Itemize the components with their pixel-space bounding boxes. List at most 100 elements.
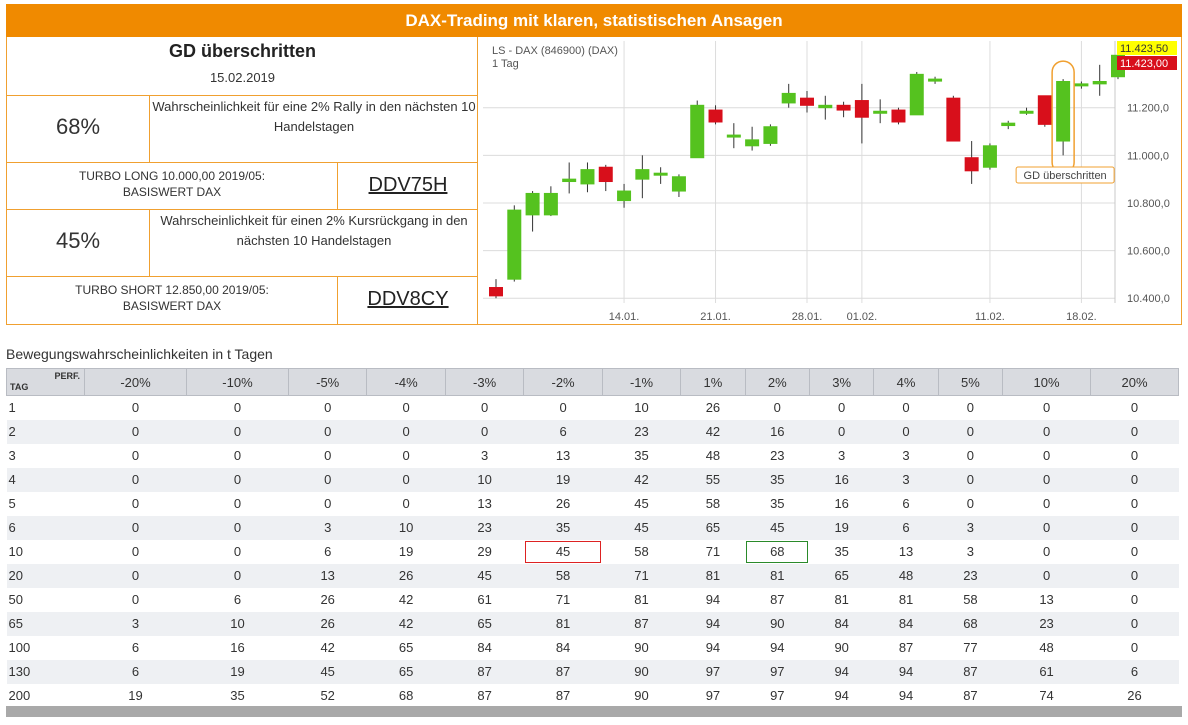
chart-title: LS - DAX (846900) (DAX) [492, 45, 618, 57]
short-product-row: TURBO SHORT 12.850,00 2019/05: BASISWERT… [7, 277, 478, 324]
probability-cell: 0 [402, 400, 410, 416]
probability-cell: 0 [84, 515, 187, 540]
table-row: 65 3 10 26 42 65 81 87 94 90 84 84 68 23 0 [6, 611, 1179, 636]
probability-cell: 0 [324, 496, 332, 511]
probability-cell: 16 [834, 496, 849, 511]
probability-cell: 26 [320, 592, 335, 607]
probability-cell: 0 [402, 496, 410, 511]
short-turbo-name: TURBO SHORT 12.850,00 2019/05: [75, 283, 269, 297]
column-header: 4% [873, 368, 939, 396]
table-header-row: PERF. TAG -20% -10% -5% -4% -3% -2% -1% 1% 2% 3% 4… [6, 368, 1179, 396]
probability-cell: 48 [873, 563, 939, 588]
candle-up [982, 145, 997, 168]
column-header: 2% [744, 368, 810, 396]
probability-cell: 10 [366, 515, 446, 540]
y-tick-label: 10.600,0 [1127, 246, 1170, 258]
probability-cell: 87 [963, 688, 978, 703]
dax-candlestick-chart: 11.200,0 11.000,0 10.800,0 10.600,0 10.400,0… [479, 37, 1182, 324]
probability-cell: 0 [131, 400, 140, 416]
short-probability-row: 45% Wahrscheinlichkeit für einen 2% Kurs… [7, 210, 478, 277]
long-underlying: BASISWERT DAX [122, 185, 222, 199]
short-underlying: BASISWERT DAX [122, 299, 222, 313]
x-tick-label: 14.01. [609, 311, 640, 323]
probability-cell: 10 [445, 467, 524, 492]
candle-up [726, 134, 741, 138]
signal-header: GD überschritten 15.02.2019 [7, 37, 478, 96]
probability-cell: 0 [1090, 467, 1179, 492]
long-probability-text: Wahrscheinlichkeit für eine 2% Rally in … [152, 99, 476, 134]
probability-cell: 13 [1039, 592, 1054, 607]
day-cell: 130 [6, 659, 85, 684]
probability-cell: 6 [873, 515, 939, 540]
probability-cell: 0 [1090, 563, 1179, 588]
probability-cell: 71 [555, 592, 571, 607]
probability-cell: 45 [288, 659, 367, 684]
horizontal-scrollbar[interactable] [6, 706, 1182, 717]
candle-up [781, 92, 796, 104]
probability-cell: 90 [634, 688, 649, 703]
long-turbo-name: TURBO LONG 10.000,00 2019/05: [78, 169, 266, 183]
candle-up [635, 169, 650, 180]
long-wkn-link[interactable]: DDV75H [368, 174, 448, 196]
short-probability-text: Wahrscheinlichkeit für einen 2% Kursrück… [160, 213, 468, 248]
probability-cell: 0 [1042, 496, 1051, 511]
probability-cell: 94 [705, 640, 721, 655]
day-cell: 6 [6, 515, 85, 540]
probability-cell: 81 [634, 592, 649, 607]
probability-cell: 87 [555, 688, 571, 703]
candle-down [964, 157, 979, 172]
candle-up [543, 192, 558, 216]
candle-up [873, 110, 888, 114]
candle-up [507, 209, 522, 280]
probability-cell: 10 [634, 400, 649, 416]
candle-up [1074, 83, 1089, 87]
probability-cell: 74 [1039, 688, 1054, 703]
table-title: Bewegungswahrscheinlichkeiten in t Tagen [6, 346, 273, 362]
short-probability: 45% [55, 228, 101, 253]
table-row: 1 0 0 0 0 0 0 10 26 0 0 0 0 0 0 [7, 396, 1179, 420]
probability-cell: 68 [938, 611, 1003, 636]
probability-cell: 0 [288, 419, 367, 444]
column-header: 3% [808, 368, 875, 396]
candle-down [946, 97, 961, 142]
probability-cell: 19 [809, 515, 874, 540]
probability-cell: 42 [398, 592, 414, 607]
probability-cell: 23 [602, 419, 681, 444]
y-tick-label: 10.400,0 [1127, 293, 1170, 305]
probability-cell: 68 [398, 688, 414, 703]
probability-cell: 90 [745, 611, 810, 636]
y-tick-label: 11.200,0 [1127, 103, 1169, 115]
probability-cell: 0 [131, 592, 140, 607]
annotation-box [1015, 166, 1115, 184]
last-close-label: 11.423,00 [1120, 58, 1168, 70]
probability-cell: 0 [84, 467, 187, 492]
highlighted-cell: 45 [524, 540, 602, 564]
y-tick-label: 10.800,0 [1127, 198, 1170, 210]
short-wkn-link[interactable]: DDV8CY [367, 288, 449, 310]
candle-up [928, 78, 943, 82]
probability-cell: 0 [1042, 400, 1051, 416]
probability-cell: 81 [680, 563, 746, 588]
probability-cell: 6 [902, 496, 910, 511]
probability-cell: 87 [602, 611, 681, 636]
probability-cell: 3 [84, 611, 187, 636]
signal-title: GD überschritten [168, 41, 317, 61]
probability-cell: 0 [366, 467, 446, 492]
probability-cell: 0 [1090, 611, 1179, 636]
probability-cell: 0 [873, 419, 939, 444]
tag-label: TAG [10, 382, 29, 392]
probability-cell: 97 [745, 659, 810, 684]
probability-cell: 23 [938, 563, 1003, 588]
probability-cell: 58 [963, 592, 978, 607]
probability-cell: 0 [402, 448, 410, 463]
probability-cell: 42 [320, 640, 335, 655]
probability-cell: 0 [324, 400, 332, 416]
day-cell: 100 [8, 640, 31, 655]
last-high-label: 11.423,50 [1120, 43, 1168, 55]
table-row: 100 6 16 42 65 84 84 90 94 94 90 87 77 48 0 [7, 636, 1179, 660]
probability-cell: 0 [1042, 448, 1051, 463]
probability-cell: 97 [705, 688, 721, 703]
candle-up [1056, 80, 1071, 142]
probability-cell: 48 [705, 448, 721, 463]
column-header: 20% [1090, 368, 1179, 396]
